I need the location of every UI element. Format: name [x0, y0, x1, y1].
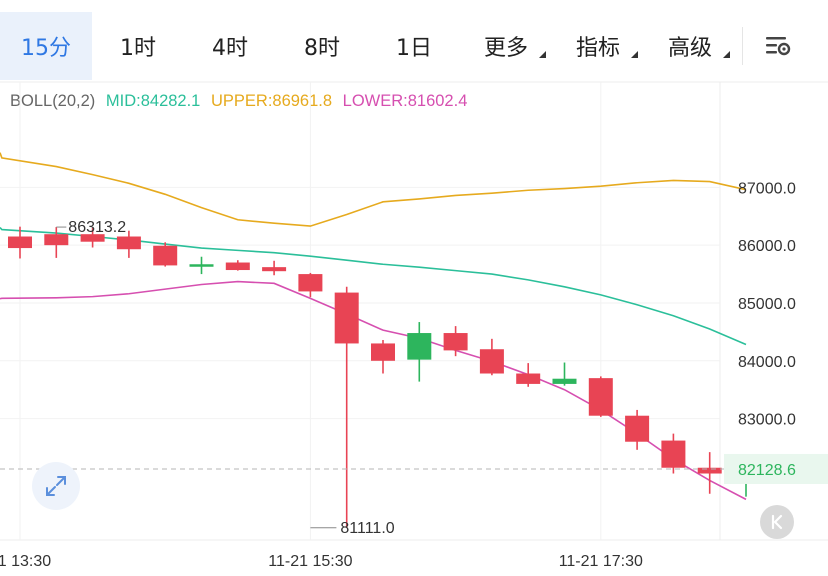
candle-body [407, 333, 432, 360]
tab-label: 1时 [120, 36, 156, 61]
candle-body [371, 343, 395, 361]
fullscreen-button[interactable] [32, 462, 80, 510]
boll-lower-line [0, 280, 747, 501]
tab-8h[interactable]: 8时 [276, 12, 368, 80]
boll-upper: UPPER:86961.8 [210, 92, 333, 110]
candle-body [262, 267, 287, 272]
tab-15m[interactable]: 15分 [0, 12, 92, 80]
candle-body [625, 415, 650, 442]
boll-lower: LOWER:81602.4 [342, 92, 468, 110]
candle-body [225, 262, 250, 271]
tab-1h[interactable]: 1时 [92, 12, 184, 80]
candle-body [697, 467, 722, 474]
y-tick-label: 87000.0 [738, 180, 796, 197]
tab-label: 8时 [304, 36, 340, 61]
candle-body [588, 378, 613, 416]
tab-1d[interactable]: 1日 [368, 12, 460, 80]
y-tick-label: 84000.0 [738, 354, 796, 371]
y-tick-label: 86000.0 [738, 238, 796, 255]
expand-icon [46, 476, 66, 496]
dropdown-corner-icon [723, 51, 730, 58]
tab-advanced[interactable]: 高级 [644, 12, 736, 80]
tab-label: 1日 [396, 36, 432, 61]
candle-body [153, 245, 178, 266]
y-tick-label: 85000.0 [738, 296, 796, 313]
chart-settings-icon [766, 37, 791, 56]
candle-body [189, 264, 214, 267]
candle-body [44, 234, 69, 246]
boll-mid-line [0, 226, 747, 346]
tab-indicators[interactable]: 指标 [552, 12, 644, 80]
tab-label: 高级 [667, 36, 712, 61]
boll-legend: BOLL(20,2) MID:84282.1 UPPER:86961.8 LOW… [10, 92, 473, 111]
tab-divider [742, 27, 743, 65]
candle-body [334, 292, 359, 344]
interval-tab-bar: 15分 1时 4时 8时 1日 更多 指标 高级 [0, 12, 828, 80]
x-tick-label: 11-21 17:30 [559, 553, 643, 570]
candle-body [516, 373, 541, 384]
tab-label: 指标 [575, 36, 620, 61]
candle-body [661, 440, 686, 468]
tab-4h[interactable]: 4时 [184, 12, 276, 80]
scroll-to-latest-button[interactable] [760, 505, 794, 539]
y-tick-label: 83000.0 [738, 412, 796, 429]
last-price-box [724, 453, 828, 484]
candle-body [443, 333, 468, 351]
last-price-label: 82128.6 [738, 462, 796, 479]
tab-label: 15分 [21, 36, 71, 61]
tab-label: 更多 [483, 36, 528, 61]
candle-body [80, 234, 105, 242]
candle-body [298, 274, 323, 292]
x-tick-label: 21 13:30 [0, 553, 51, 570]
candle-body [479, 349, 504, 374]
skip-to-end-icon [771, 514, 783, 530]
candle-body [552, 378, 577, 384]
low-price-annotation: 81111.0 [340, 520, 394, 537]
dropdown-corner-icon [631, 51, 638, 58]
candle-body [116, 236, 141, 250]
tab-more[interactable]: 更多 [460, 12, 552, 80]
candle-body [8, 236, 32, 249]
tab-label: 4时 [212, 36, 248, 61]
boll-mid: MID:84282.1 [105, 92, 201, 110]
dropdown-corner-icon [539, 51, 546, 58]
boll-upper-line [0, 152, 747, 227]
chart-settings-button[interactable] [743, 12, 813, 80]
x-tick-label: 11-21 15:30 [268, 553, 352, 570]
high-price-annotation: 86313.2 [68, 219, 126, 236]
boll-name: BOLL(20,2) [10, 92, 96, 110]
